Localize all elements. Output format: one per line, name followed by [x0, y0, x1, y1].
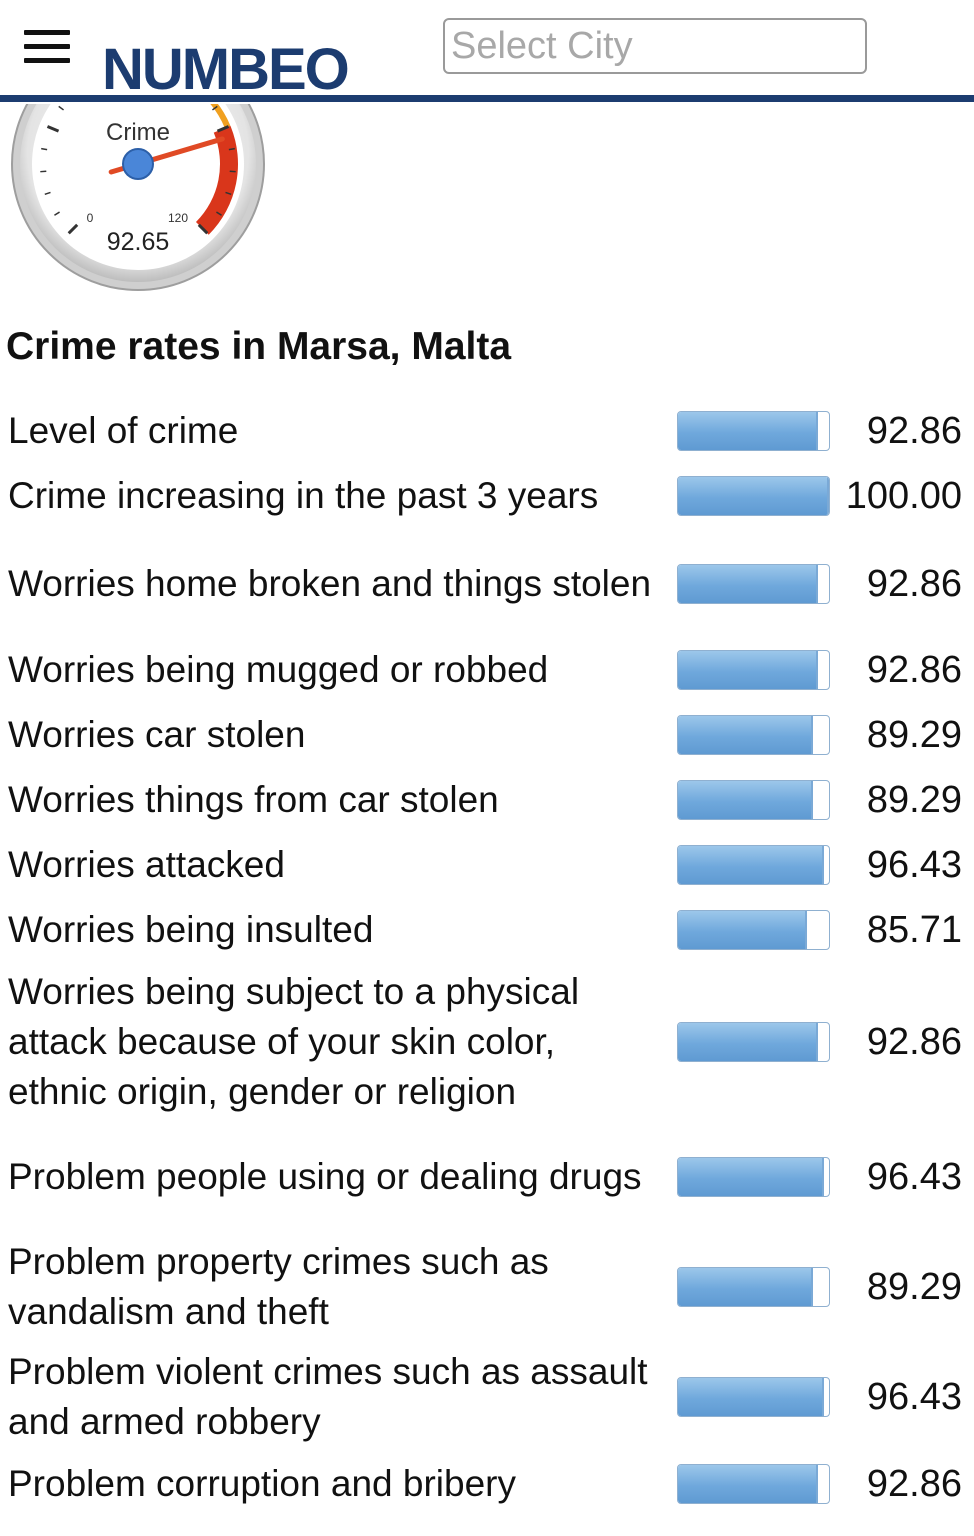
table-row: Problem corruption and bribery 92.86: [0, 1456, 974, 1512]
score-bar-fill: [678, 911, 808, 949]
city-search-input[interactable]: [443, 18, 867, 74]
gauge-tick: [211, 105, 218, 111]
score-bar: [677, 1464, 830, 1504]
row-label: Problem people using or dealing drugs: [8, 1156, 642, 1197]
row-value: 92.86: [866, 1463, 962, 1505]
score-bar: [677, 476, 830, 516]
gauge-value: 92.65: [107, 228, 170, 256]
crime-gauge: Crime 0 120 92.65: [11, 60, 265, 291]
table-row: Worries attacked 96.43: [0, 837, 974, 893]
score-bar: [677, 910, 830, 950]
row-label: Worries attacked: [8, 844, 285, 885]
row-value: 89.29: [866, 779, 962, 821]
row-value: 92.86: [866, 649, 962, 691]
gauge-hub: [122, 148, 154, 180]
gauge-tick: [216, 211, 222, 216]
table-row: Level of crime 92.86: [0, 403, 974, 459]
row-label: Crime increasing in the past 3 years: [8, 475, 599, 516]
row-value: 89.29: [866, 1266, 962, 1308]
row-label: Worries being insulted: [8, 909, 374, 950]
gauge-tick: [225, 191, 232, 195]
table-row: Worries things from car stolen 89.29: [0, 772, 974, 828]
table-row: Worries being subject to a physical atta…: [0, 968, 974, 1116]
gauge-tick: [58, 105, 65, 111]
score-bar-fill: [678, 1378, 824, 1416]
row-value: 85.71: [866, 909, 962, 951]
header-divider: [0, 95, 974, 102]
row-label: Worries home broken and things stolen: [8, 563, 652, 604]
gauge-tick: [228, 147, 235, 151]
score-bar-fill: [678, 1158, 824, 1196]
score-bar-fill: [678, 412, 819, 450]
table-row: Worries car stolen 89.29: [0, 707, 974, 763]
gauge-max-label: 120: [168, 211, 188, 225]
score-bar-fill: [678, 1023, 819, 1061]
score-bar: [677, 845, 830, 885]
gauge-tick: [46, 125, 60, 133]
score-bar-fill: [678, 1465, 819, 1503]
row-label: Worries being mugged or robbed: [8, 649, 549, 690]
row-label: Worries being subject to a physical atta…: [8, 971, 580, 1112]
page-title: Crime rates in Marsa, Malta: [6, 325, 512, 368]
score-bar-fill: [678, 1268, 813, 1306]
gauge-tick: [197, 223, 209, 235]
row-label: Worries car stolen: [8, 714, 306, 755]
table-row: Problem violent crimes such as assault a…: [0, 1348, 974, 1446]
row-label: Level of crime: [8, 410, 239, 451]
row-label: Problem corruption and bribery: [8, 1463, 516, 1504]
gauge-tick: [67, 223, 79, 235]
table-row: Problem people using or dealing drugs 96.…: [0, 1128, 974, 1226]
gauge-label: Crime: [106, 119, 170, 146]
row-value: 100.00: [845, 475, 962, 517]
score-bar: [677, 650, 830, 690]
gauge-tick: [216, 125, 230, 133]
table-row: Worries being insulted 85.71: [0, 902, 974, 958]
gauge-tick: [41, 147, 48, 151]
score-bar: [677, 1022, 830, 1062]
gauge-min-label: 0: [87, 211, 94, 225]
row-label: Problem violent crimes such as assault a…: [8, 1351, 648, 1442]
score-bar: [677, 1157, 830, 1197]
score-bar: [677, 780, 830, 820]
row-value: 92.86: [866, 410, 962, 452]
score-bar-fill: [678, 565, 819, 603]
table-row: Crime increasing in the past 3 years 100.…: [0, 468, 974, 524]
numbeo-logo[interactable]: NUMBEO: [102, 37, 350, 102]
score-bar-fill: [678, 846, 824, 884]
score-bar: [677, 411, 830, 451]
row-label: Problem property crimes such as vandalis…: [8, 1241, 549, 1332]
gauge-tick: [44, 191, 51, 195]
score-bar-fill: [678, 477, 829, 515]
row-value: 96.43: [866, 1376, 962, 1418]
score-bar: [677, 564, 830, 604]
score-bar: [677, 715, 830, 755]
score-bar: [677, 1377, 830, 1417]
score-bar-fill: [678, 651, 819, 689]
row-value: 92.86: [866, 563, 962, 605]
row-value: 92.86: [866, 1021, 962, 1063]
row-value: 96.43: [866, 844, 962, 886]
gauge-danger-band: [195, 125, 239, 235]
row-value: 89.29: [866, 714, 962, 756]
table-row: Problem property crimes such as vandalis…: [0, 1238, 974, 1336]
app-header: NUMBEO: [0, 0, 974, 104]
hamburger-menu-icon[interactable]: [24, 30, 72, 66]
score-bar: [677, 1267, 830, 1307]
score-bar-fill: [678, 781, 813, 819]
table-row: Worries home broken and things stolen 92.…: [0, 535, 974, 633]
table-row: Worries being mugged or robbed 92.86: [0, 642, 974, 698]
row-label: Worries things from car stolen: [8, 779, 499, 820]
score-bar-fill: [678, 716, 813, 754]
row-value: 96.43: [866, 1156, 962, 1198]
gauge-tick: [54, 211, 60, 216]
